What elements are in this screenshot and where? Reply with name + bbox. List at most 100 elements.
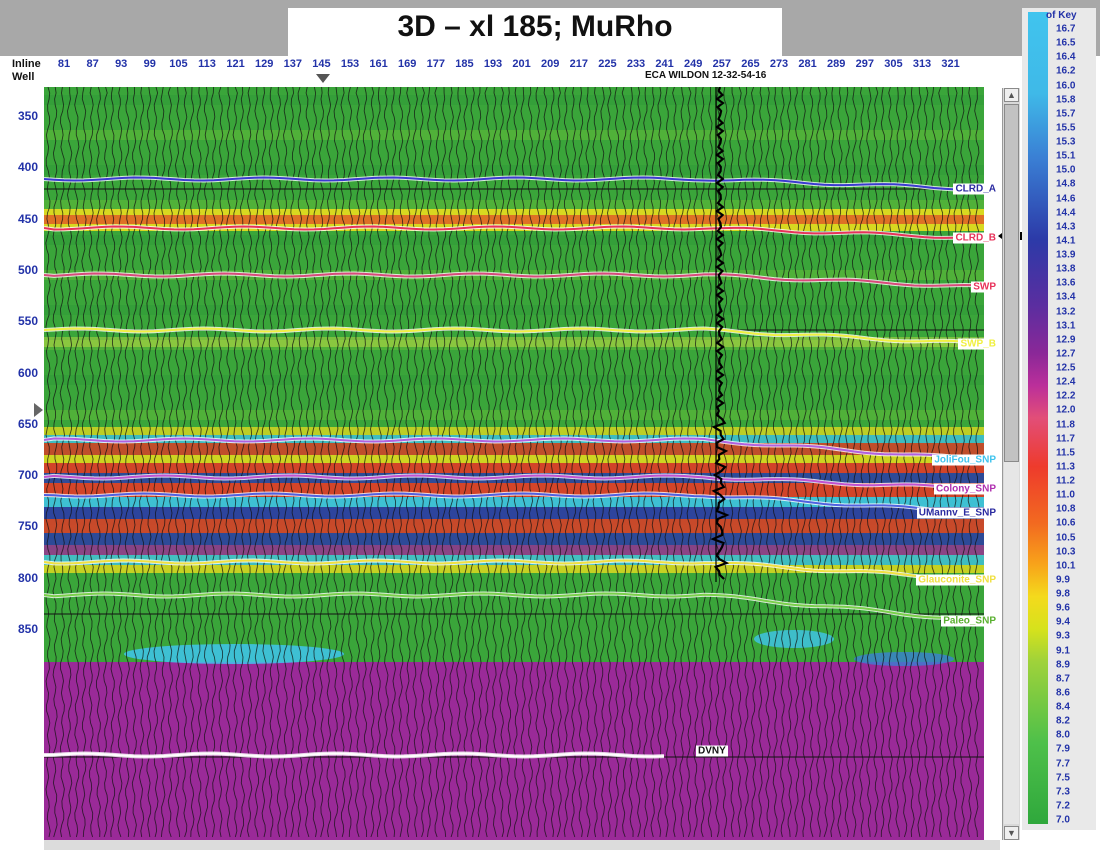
seismic-trace	[484, 87, 490, 838]
seismic-section-panel[interactable]	[44, 87, 984, 840]
inline-tick-label: 161	[369, 58, 388, 70]
seismic-trace	[160, 87, 166, 838]
colorbar-tick-label: 11.5	[1056, 447, 1075, 459]
colorbar-tick-label: 15.5	[1056, 122, 1076, 134]
vertical-scrollbar[interactable]: ▲ ▼	[1002, 88, 1020, 840]
inline-tick-label: 99	[143, 58, 156, 70]
seismic-trace	[146, 87, 152, 838]
seismic-trace	[693, 87, 699, 838]
inline-tick-label: 153	[340, 58, 360, 70]
seismic-trace	[722, 87, 728, 838]
scrollbar-track[interactable]	[1004, 462, 1019, 824]
seismic-trace	[599, 87, 605, 838]
seismic-section-canvas[interactable]	[44, 87, 984, 840]
seismic-trace	[362, 87, 368, 838]
horizon-line	[44, 225, 984, 239]
seismic-trace	[290, 87, 296, 838]
scrollbar-thumb[interactable]	[1004, 104, 1019, 462]
colorbar-tick-label: 14.6	[1056, 193, 1076, 204]
seismic-trace	[448, 87, 454, 838]
time-tick-label: 650	[18, 416, 39, 431]
colorbar-tick-label: 13.1	[1056, 320, 1076, 332]
seismic-trace	[923, 87, 930, 838]
scroll-up-arrow-icon[interactable]: ▲	[1004, 88, 1019, 102]
seismic-trace	[894, 87, 901, 838]
horizontal-scrollbar[interactable]	[44, 840, 1000, 850]
seismic-trace	[779, 87, 785, 838]
seismic-trace	[95, 87, 102, 838]
seismic-trace	[210, 87, 217, 838]
seismic-trace	[916, 87, 922, 838]
seismic-trace	[117, 87, 123, 838]
seismic-trace	[167, 87, 174, 838]
horizon-label: SWP	[971, 281, 998, 293]
seismic-trace	[750, 87, 757, 838]
inline-position-marker-icon[interactable]	[316, 74, 330, 83]
seismic-trace	[383, 87, 390, 838]
colorbar-tick-label: 8.4	[1056, 701, 1070, 713]
colorbar-tick-label: 7.9	[1056, 743, 1070, 755]
seismic-trace	[556, 87, 562, 838]
seismic-trace	[390, 87, 397, 838]
seismic-trace	[275, 87, 282, 838]
inline-tick-label: 185	[455, 58, 474, 70]
seismic-trace	[758, 87, 764, 838]
time-position-marker-icon[interactable]	[34, 403, 43, 417]
seismic-trace	[729, 87, 735, 838]
colorbar-tick-label: 15.3	[1056, 136, 1076, 148]
horizon-label: CLRD_B	[953, 232, 998, 244]
colorbar-tick-label: 11.3	[1056, 461, 1075, 473]
figure-title: 3D – xl 185; MuRho	[397, 10, 673, 43]
colorbar-tick-label: 9.1	[1056, 645, 1070, 656]
colorbar-title: of Key	[1046, 10, 1077, 21]
horizon-label: Paleo_SNP	[941, 615, 998, 627]
reservoir-band	[44, 463, 984, 473]
colorbar-tick-label: 13.4	[1056, 291, 1076, 303]
horizon-line	[44, 176, 984, 191]
seismic-trace	[419, 87, 426, 838]
inline-tick-label: 209	[541, 58, 560, 70]
inline-tick-label: 297	[855, 58, 874, 70]
seismic-trace	[333, 87, 339, 838]
seismic-trace	[426, 87, 433, 838]
colorbar-tick-label: 9.8	[1056, 588, 1070, 600]
colorbar-tick-label: 15.1	[1056, 150, 1076, 162]
reservoir-band	[44, 519, 984, 533]
horizon-label: UMannv_E_SNP	[916, 507, 998, 519]
colorbar-tick-label: 10.5	[1056, 532, 1076, 543]
seismic-trace	[858, 87, 865, 838]
colorbar-tick-label: 8.0	[1056, 729, 1070, 741]
seismic-trace	[131, 87, 138, 838]
time-tick-label: 850	[18, 622, 39, 636]
colorbar-tick-label: 13.6	[1056, 277, 1076, 289]
seismic-trace	[592, 87, 598, 838]
colorbar-tick-label: 15.0	[1056, 164, 1076, 176]
seismic-trace	[74, 87, 80, 838]
colorbar-tick-label: 11.2	[1056, 475, 1075, 487]
colorbar-tick-label: 14.4	[1056, 207, 1076, 219]
colorbar-tick-label: 13.2	[1056, 306, 1076, 317]
seismic-trace	[254, 87, 260, 838]
seismic-trace	[671, 87, 677, 838]
seismic-trace	[340, 87, 346, 838]
seismic-trace	[246, 87, 253, 838]
green-stripe	[44, 375, 984, 385]
scroll-down-arrow-icon[interactable]: ▼	[1004, 826, 1019, 840]
seismic-trace	[66, 87, 73, 838]
colorbar-tick-label: 8.6	[1056, 687, 1070, 699]
inline-tick-label: 105	[169, 58, 188, 70]
time-tick-label: 600	[18, 365, 39, 380]
seismic-trace	[844, 87, 850, 838]
inline-tick-label: 217	[569, 58, 588, 70]
colorbar-tick-label: 15.7	[1056, 108, 1076, 120]
seismic-trace	[261, 87, 267, 838]
seismic-trace	[239, 87, 246, 838]
time-tick-label: 400	[18, 160, 39, 175]
seismic-trace	[866, 87, 872, 838]
time-tick-label: 550	[18, 314, 39, 329]
seismic-trace	[772, 87, 778, 838]
seismic-trace	[498, 87, 505, 838]
colorbar-tick-label: 7.7	[1056, 758, 1070, 769]
seismic-trace	[679, 87, 685, 838]
colorbar-tick-label: 11.7	[1056, 433, 1075, 445]
